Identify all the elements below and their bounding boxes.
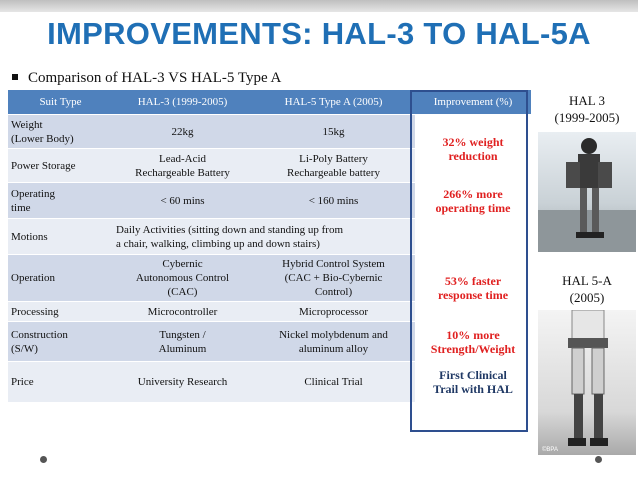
square-bullet-icon: [12, 73, 18, 80]
cell-hal5-processing: Microprocessor: [252, 301, 415, 322]
header-improvement: Improvement (%): [415, 90, 531, 115]
cell-hal5-operation: Hybrid Control System (CAC + Bio-Cybernic…: [252, 254, 415, 302]
row-label-construction: Construction (S/W): [8, 321, 113, 362]
row-label-processing: Processing: [8, 301, 113, 322]
improvement-weight: 32% weight reduction: [415, 114, 531, 183]
slide-title: IMPROVEMENTS: HAL-3 TO HAL-5A: [47, 16, 591, 51]
header-hal3: HAL-3 (1999-2005): [113, 90, 252, 115]
table-row: Power Storage Lead-Acid Rechargeable Batt…: [8, 148, 531, 183]
hal5-label: HAL 5-A (2005): [562, 273, 612, 305]
hal3-photo: [538, 132, 636, 252]
cell-hal5-operating: < 160 mins: [252, 182, 415, 219]
improvement-motions-empty: [415, 218, 531, 255]
cell-hal3-processing: Microcontroller: [113, 301, 252, 322]
improvement-operation: 53% faster response time: [415, 254, 531, 322]
row-label-operation: Operation: [8, 254, 113, 302]
improvement-price: First Clinical Trail with HAL: [415, 361, 531, 402]
hal3-label: HAL 3 (1999-2005): [554, 93, 620, 125]
hal5-photo: ©BPA: [538, 310, 636, 455]
header-suit-type: Suit Type: [8, 90, 113, 115]
subtitle-text: Comparison of HAL-3 VS HAL-5 Type A: [28, 70, 282, 86]
hal5-suit-illustration: ©BPA: [542, 310, 608, 453]
table-row: Construction (S/W) Tungsten / Aluminum Nic…: [8, 321, 531, 362]
cell-hal5-construction: Nickel molybdenum and aluminum alloy: [252, 321, 415, 362]
table-row: Price University Research Clinical Trial…: [8, 361, 531, 402]
row-label-power: Power Storage: [8, 148, 113, 183]
row-label-operating: Operating time: [8, 182, 113, 219]
cell-hal3-weight: 22kg: [113, 114, 252, 149]
table-row: Operating time < 60 mins < 160 mins 266% …: [8, 182, 531, 219]
cell-hal3-power: Lead-Acid Rechargeable Battery: [113, 148, 252, 183]
slide-subtitle: Comparison of HAL-3 VS HAL-5 Type A: [12, 70, 281, 87]
table-row: Weight (Lower Body) 22kg 15kg 32% weight r…: [8, 114, 531, 183]
improvement-construction: 10% more Strength/Weight: [415, 321, 531, 362]
nav-dot-right: [595, 456, 602, 463]
row-label-motions: Motions: [8, 218, 113, 255]
row-label-price: Price: [8, 361, 113, 402]
row-label-weight: Weight (Lower Body): [8, 114, 113, 149]
cell-hal3-price: University Research: [113, 361, 252, 402]
improvement-operating: 266% more operating time: [415, 182, 531, 219]
cell-motions-span: Daily Activities (sitting down and stand…: [113, 218, 415, 255]
cell-hal3-construction: Tungsten / Aluminum: [113, 321, 252, 362]
cell-hal3-operating: < 60 mins: [113, 182, 252, 219]
cell-hal5-weight: 15kg: [252, 114, 415, 149]
cell-hal5-price: Clinical Trial: [252, 361, 415, 402]
table-row: Processing Microcontroller Microprocesso…: [8, 301, 531, 322]
header-hal5: HAL-5 Type A (2005): [252, 90, 415, 115]
table-row: Operation Cybernic Autonomous Control (CAC…: [8, 254, 531, 322]
cell-hal3-operation: Cybernic Autonomous Control (CAC): [113, 254, 252, 302]
photo-credit: ©BPA: [542, 446, 558, 453]
hal3-suit-illustration: [538, 138, 636, 252]
comparison-table: Suit Type HAL-3 (1999-2005) HAL-5 Type A…: [8, 90, 531, 402]
cell-hal5-power: Li-Poly Battery Rechargeable battery: [252, 148, 415, 183]
top-bar: [0, 0, 638, 12]
nav-dot-left: [40, 456, 47, 463]
table-header-row: Suit Type HAL-3 (1999-2005) HAL-5 Type A…: [8, 90, 531, 115]
table-row: Motions Daily Activities (sitting down a…: [8, 218, 531, 255]
